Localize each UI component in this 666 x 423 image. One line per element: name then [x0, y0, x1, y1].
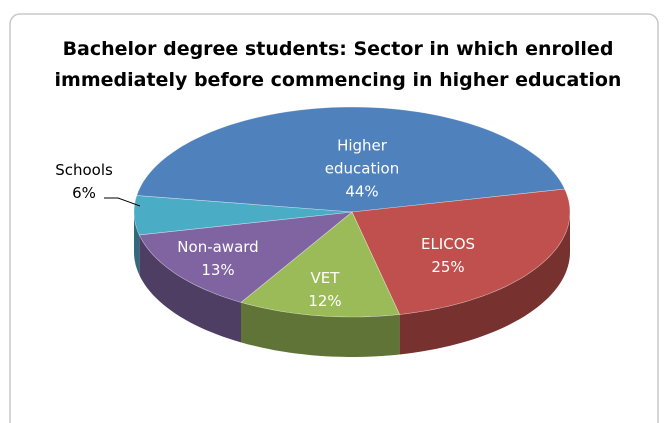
data-label: Schools 6%	[39, 159, 129, 205]
slice-side	[134, 212, 140, 275]
slice-name: VET	[310, 269, 340, 287]
chart-title: Bachelor degree students: Sector in whic…	[63, 38, 614, 60]
slice	[133, 195, 353, 236]
slice-value: 12%	[308, 292, 342, 310]
slice	[138, 211, 353, 303]
slice-side	[399, 212, 570, 355]
slice-value: 44%	[345, 182, 379, 201]
chart-title: immediately before commencing in higher …	[55, 69, 622, 91]
slice-side	[241, 302, 400, 357]
slice-name: Non-award	[177, 238, 259, 256]
pie	[133, 106, 571, 357]
leader-line	[104, 197, 141, 207]
slice-value: 13%	[201, 261, 235, 279]
data-label: VET 12%	[285, 267, 365, 313]
slice	[136, 106, 566, 213]
slice-name: ELICOS	[420, 235, 476, 253]
data-label: ELICOS 25%	[393, 233, 503, 279]
slice-name: Higher education	[324, 136, 400, 178]
data-label: Non-award 13%	[163, 236, 273, 282]
slice	[351, 188, 571, 315]
slice-side	[139, 234, 241, 343]
slice	[240, 211, 401, 318]
slice-name: Schools	[55, 161, 113, 179]
data-label: Higher education 44%	[307, 135, 417, 204]
slice-value: 6%	[72, 184, 96, 202]
slice-value: 25%	[431, 258, 465, 276]
